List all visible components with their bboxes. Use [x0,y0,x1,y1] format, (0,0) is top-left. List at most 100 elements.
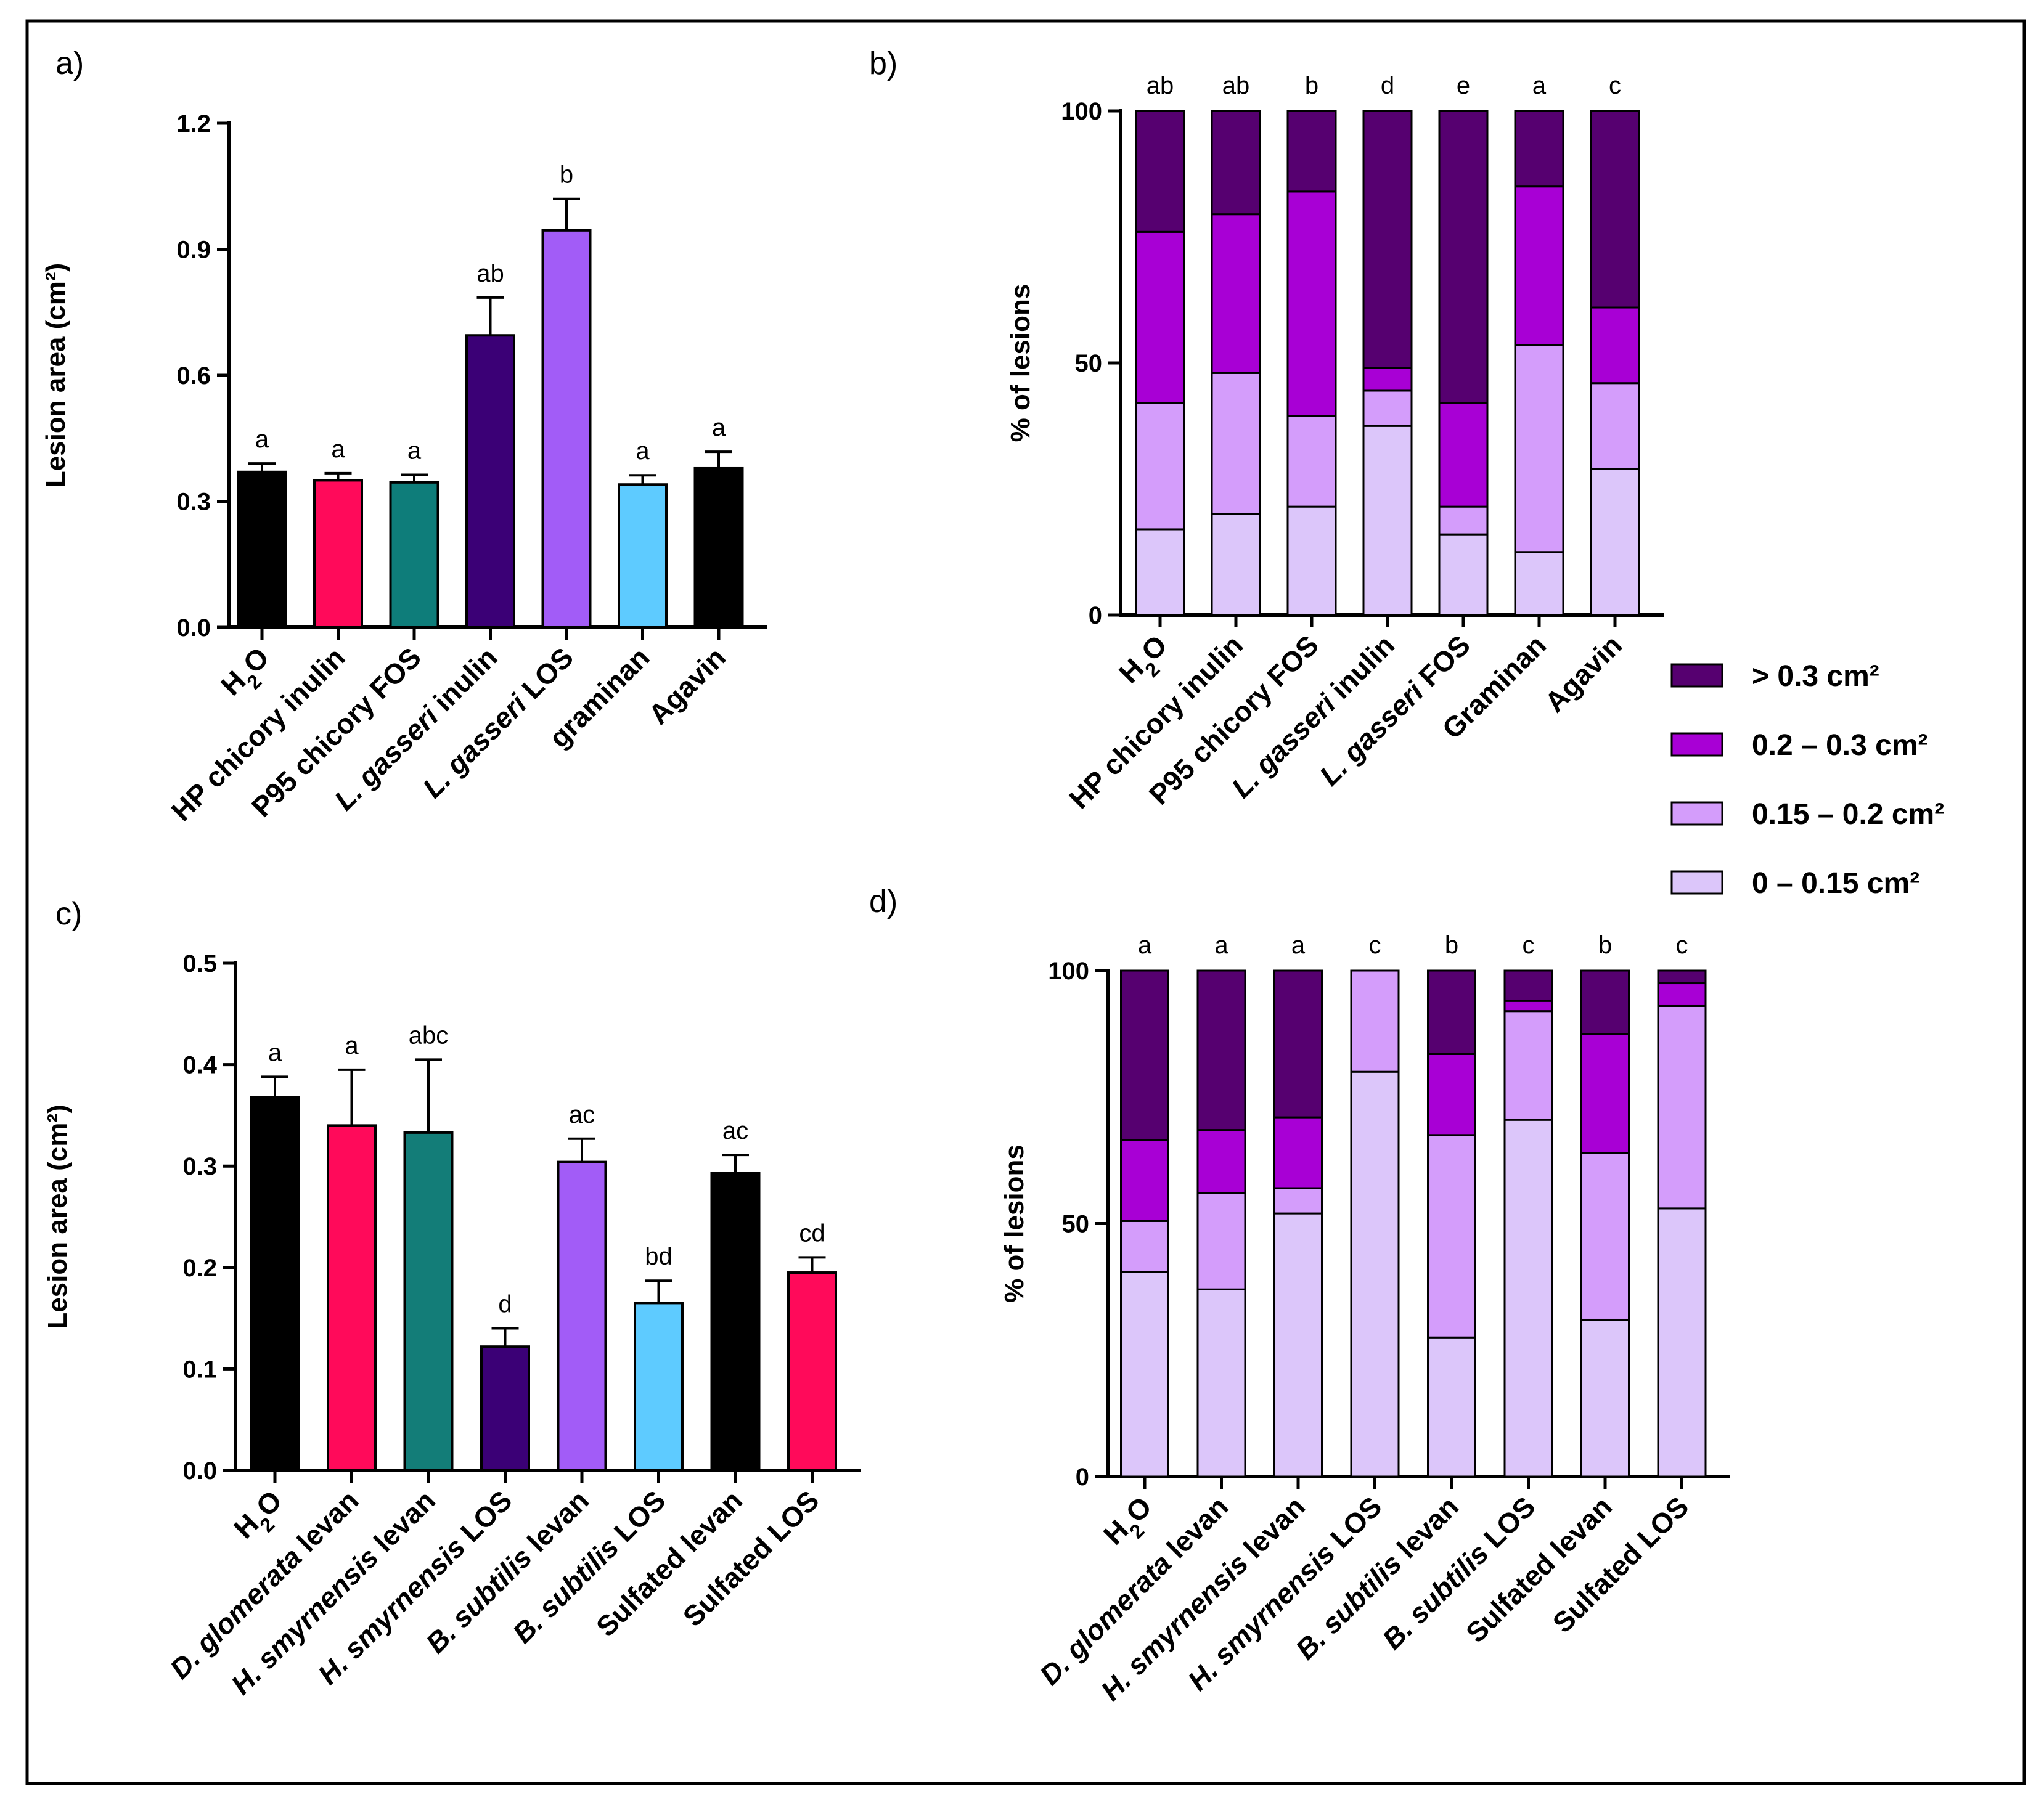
y-tick-label: 1.2 [176,110,211,137]
stack-segment [1590,306,1640,385]
stack-segment [1273,1187,1323,1215]
significance-letter: c [1369,932,1381,959]
legend-label: > 0.3 cm² [1752,660,1879,693]
bar [541,229,592,629]
y-tick-label: 0.5 [182,950,217,977]
stack-segment [1286,190,1337,417]
stack-segment [1362,389,1413,427]
category-label-part: H [215,664,251,701]
significance-letter: d [498,1291,512,1318]
stack-segment [1273,969,1323,1119]
significance-letter: a [1532,72,1547,99]
bar [465,334,515,629]
stack-segment [1438,533,1489,616]
stack-segment [1657,1207,1707,1478]
panel-label: c) [55,896,82,932]
y-tick-label: 50 [1062,1211,1090,1238]
stack-segment [1120,1139,1169,1222]
bar [693,466,744,629]
significance-letter: b [560,161,573,189]
stack-segment [1657,1004,1707,1210]
stack-segment [1427,1053,1476,1136]
significance-letter: abc [409,1022,449,1049]
stack-segment [1273,1212,1323,1478]
stack-segment [1211,513,1261,616]
significance-letter: b [1305,72,1318,99]
stack-segment [1580,1152,1630,1321]
stack-segment [1135,402,1185,531]
stack-segment [1580,969,1630,1035]
stack-segment [1211,110,1261,216]
stack-segment [1427,969,1476,1055]
legend-label: 0.2 – 0.3 cm² [1752,729,1928,762]
legend: > 0.3 cm² 0.2 – 0.3 cm² 0.15 – 0.2 cm² 0 – … [1670,660,1944,900]
bar [237,470,287,629]
significance-letter: a [407,438,422,465]
y-tick-label: 0.1 [182,1356,217,1383]
significance-letter: a [268,1039,282,1066]
bar [480,1345,530,1472]
significance-letter: a [712,414,726,441]
legend-swatch [1670,663,1723,688]
stack-segment [1438,110,1489,404]
stack-segment [1196,1129,1246,1194]
significance-letter: c [1523,932,1535,959]
stack-segment [1590,110,1640,309]
stack-segment [1503,1010,1553,1121]
significance-letter: b [1445,932,1458,959]
stack-segment [1657,982,1707,1007]
category-label-part: D. glomerata [164,1541,308,1685]
stack-segment [1135,528,1185,616]
bar [710,1172,761,1472]
category-label-part: H [1097,1514,1134,1550]
legend-swatch [1670,801,1723,826]
bar [787,1271,837,1472]
bar [313,479,363,629]
legend-label: 0 – 0.15 cm² [1752,867,1919,900]
y-tick-label: 0.0 [176,614,211,642]
bar [557,1160,607,1472]
stack-segment [1135,110,1185,233]
y-axis-label: % of lesions [1005,284,1036,442]
stack-segment [1514,344,1564,553]
significance-letter: cd [799,1220,825,1247]
significance-letter: c [1676,932,1688,959]
stack-segment [1120,969,1169,1141]
y-tick-label: 0.4 [182,1052,217,1079]
stack-segment [1350,1070,1400,1478]
significance-letter: ab [476,260,504,287]
category-label: Agavin [1539,629,1628,718]
stack-segment [1580,1033,1630,1154]
stack-segment [1514,551,1564,616]
significance-letter: ab [1222,72,1250,99]
stack-segment [1514,185,1564,346]
category-label-part: O [237,641,275,679]
category-label-part: O [1135,629,1173,667]
category-label-part: Sulfated LOS [1547,1490,1695,1639]
y-axis-label: Lesion area (cm²) [43,1104,73,1329]
stack-segment [1427,1134,1476,1339]
stack-segment [1438,402,1489,508]
stack-segment [1503,1000,1553,1013]
category-label-part: Agavin [1539,629,1628,718]
significance-letter: ab [1147,72,1174,99]
significance-letter: c [1609,72,1621,99]
stack-segment [1211,213,1261,374]
significance-letter: bd [645,1243,672,1270]
figure-border [25,19,2026,1785]
bar [403,1131,454,1472]
significance-letter: b [1598,932,1612,959]
y-tick-label: 0 [1089,602,1102,629]
stack-segment [1590,468,1640,616]
category-label-part: Agavin [642,641,732,730]
stack-segment [1350,969,1400,1073]
stack-segment [1503,969,1553,1002]
stack-segment [1590,382,1640,470]
stack-segment [1196,1192,1246,1290]
panel-label: d) [869,884,897,919]
bar [618,483,668,629]
stack-segment [1514,110,1564,188]
